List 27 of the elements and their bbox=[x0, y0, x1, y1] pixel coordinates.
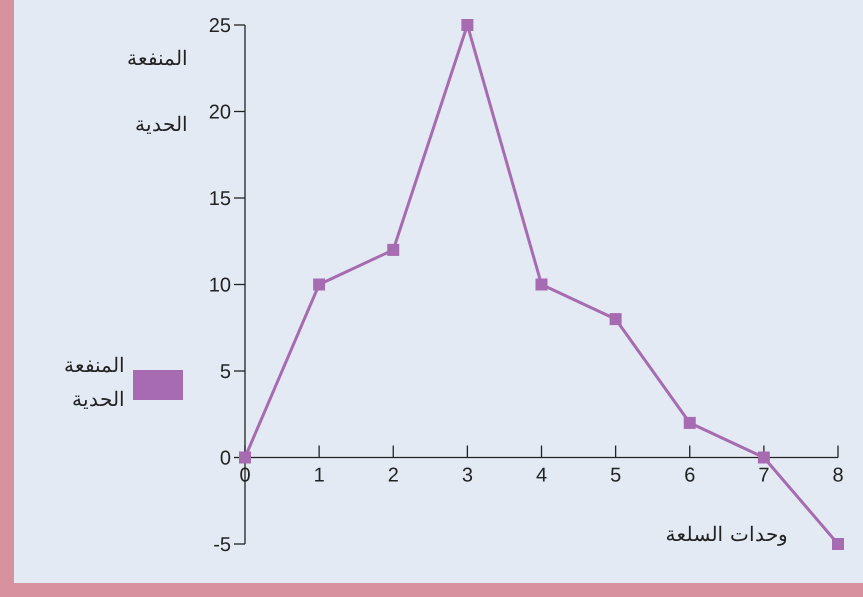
point bbox=[536, 278, 548, 290]
point bbox=[832, 538, 844, 550]
x-tick-label: 2 bbox=[388, 464, 399, 486]
x-tick-label: 6 bbox=[684, 464, 696, 486]
text: المنفعة الحدية bbox=[127, 46, 188, 136]
point bbox=[313, 278, 326, 290]
legend-label: المنفعة الحدية bbox=[64, 353, 125, 411]
y-tick-label: -5 bbox=[213, 534, 231, 556]
y-tick-label: 15 bbox=[208, 188, 231, 210]
y-tick-label: 20 bbox=[208, 102, 231, 124]
point bbox=[461, 19, 474, 31]
point bbox=[387, 244, 400, 256]
x-tick-label: 5 bbox=[610, 464, 622, 486]
x-tick-label: 4 bbox=[536, 464, 548, 486]
y-tick-label: 25 bbox=[208, 15, 231, 37]
point bbox=[758, 452, 770, 464]
y-tick-label: 5 bbox=[220, 361, 231, 383]
x-tick-label: 3 bbox=[462, 464, 473, 486]
x-tick-label: 8 bbox=[832, 464, 844, 486]
x-tick-label: 1 bbox=[314, 464, 325, 486]
x-axis-title: وحدات السلعة bbox=[666, 522, 788, 546]
point bbox=[684, 416, 696, 429]
point bbox=[239, 452, 251, 464]
x-tick-label: 7 bbox=[758, 464, 770, 486]
y-tick-label: 10 bbox=[208, 274, 231, 296]
y-tick-label: 0 bbox=[220, 448, 231, 470]
point bbox=[610, 313, 622, 326]
